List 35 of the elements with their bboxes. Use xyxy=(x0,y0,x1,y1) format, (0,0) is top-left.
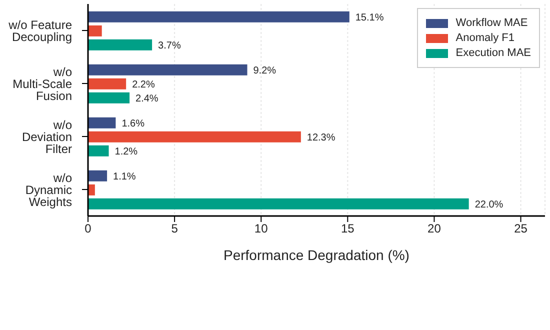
legend-label: Execution MAE xyxy=(456,47,531,59)
data-label: 1.2% xyxy=(114,146,138,158)
bar xyxy=(88,131,301,142)
y-tick-label: w/o Dynamic Weights xyxy=(25,170,72,209)
data-label: 3.7% xyxy=(158,40,181,52)
bar xyxy=(88,170,108,182)
x-tick-label: 25 xyxy=(514,222,528,236)
x-tick-label: 20 xyxy=(428,222,442,236)
bar xyxy=(88,11,350,22)
x-tick-label: 0 xyxy=(84,222,92,236)
bar xyxy=(88,25,102,36)
legend-label: Anomaly F1 xyxy=(456,32,514,44)
x-axis-title: Performance Degradation (%) xyxy=(224,247,410,263)
bar xyxy=(88,39,152,50)
y-tick-label: w/o Deviation Filter xyxy=(22,118,72,156)
bar xyxy=(88,145,109,156)
data-label: 2.4% xyxy=(136,93,158,104)
legend-label: Workflow MAE xyxy=(456,17,528,29)
bar xyxy=(88,117,116,128)
bar xyxy=(88,92,130,104)
bar xyxy=(88,198,469,210)
data-label: 2.2% xyxy=(132,79,155,90)
data-label: 1.1% xyxy=(113,171,136,182)
x-tick-label: 10 xyxy=(254,222,268,236)
x-tick-label: 5 xyxy=(171,222,178,236)
x-tick-label: 15 xyxy=(340,222,355,236)
data-label: 9.2% xyxy=(253,65,276,76)
y-tick-label: w/o Multi-Scale Fusion xyxy=(12,64,72,103)
bar xyxy=(88,64,248,76)
data-label: 1.6% xyxy=(122,118,145,130)
bar xyxy=(88,78,126,90)
data-label: 15.1% xyxy=(355,12,384,24)
data-label: 12.3% xyxy=(306,132,336,144)
data-label: 22.0% xyxy=(474,199,504,210)
y-tick-label: w/o Feature Decoupling xyxy=(8,18,72,44)
